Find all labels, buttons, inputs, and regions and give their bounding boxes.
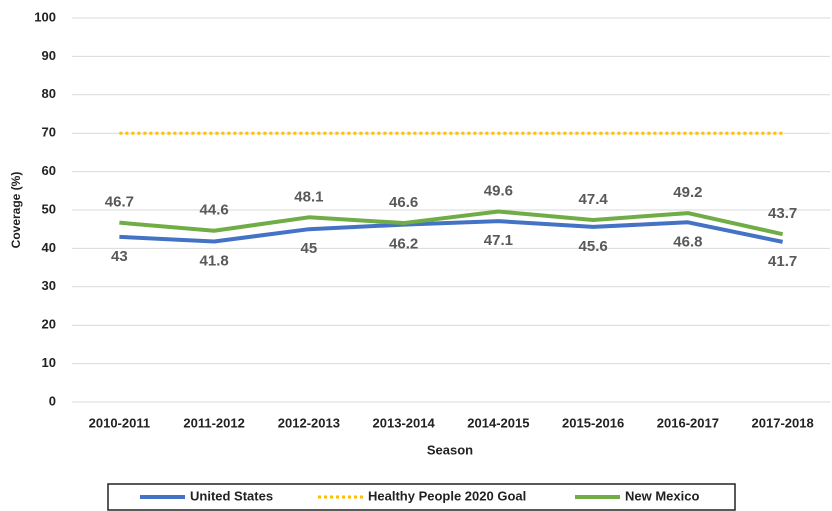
y-tick-label: 80: [42, 86, 56, 101]
data-label: 45.6: [579, 238, 608, 255]
y-tick-label: 0: [49, 393, 56, 408]
y-tick-label: 20: [42, 317, 56, 332]
data-label: 47.4: [579, 191, 609, 208]
data-label: 44.6: [200, 202, 229, 219]
data-label: 49.6: [484, 183, 513, 200]
x-tick-label: 2010-2011: [89, 415, 150, 430]
x-tick-label: 2012-2013: [278, 415, 340, 430]
y-tick-label: 10: [42, 355, 56, 370]
series-line: [119, 209, 784, 237]
data-label: 43.7: [768, 205, 797, 222]
data-label: 49.2: [673, 184, 702, 201]
data-label: 47.1: [484, 232, 513, 249]
data-label: 43: [111, 248, 128, 265]
series-line: [119, 219, 784, 244]
y-tick-label: 40: [42, 240, 56, 255]
x-tick-label: 2017-2018: [752, 415, 814, 430]
x-tick-label: 2014-2015: [467, 415, 529, 430]
data-label: 41.8: [200, 252, 229, 269]
x-axis-title: Season: [427, 442, 473, 457]
data-label: 41.7: [768, 253, 797, 270]
y-tick-label: 70: [42, 125, 56, 140]
x-tick-label: 2011-2012: [183, 415, 244, 430]
data-label: 46.2: [389, 236, 418, 253]
y-tick-label: 60: [42, 163, 56, 178]
legend-label: Healthy People 2020 Goal: [368, 488, 526, 503]
legend-label: New Mexico: [625, 488, 699, 503]
y-tick-label: 90: [42, 48, 56, 63]
data-label: 46.6: [389, 194, 418, 211]
y-tick-label: 100: [34, 9, 56, 24]
x-tick-label: 2013-2014: [373, 415, 436, 430]
data-label: 48.1: [294, 188, 323, 205]
data-label: 46.7: [105, 194, 134, 211]
y-axis-title: Coverage (%): [9, 172, 23, 249]
data-label: 46.8: [673, 233, 702, 250]
legend-label: United States: [190, 488, 273, 503]
y-tick-label: 30: [42, 278, 56, 293]
x-tick-label: 2016-2017: [657, 415, 719, 430]
legend-box: [107, 483, 736, 511]
y-tick-label: 50: [42, 201, 56, 216]
data-label: 45: [301, 240, 318, 257]
x-tick-label: 2015-2016: [562, 415, 624, 430]
